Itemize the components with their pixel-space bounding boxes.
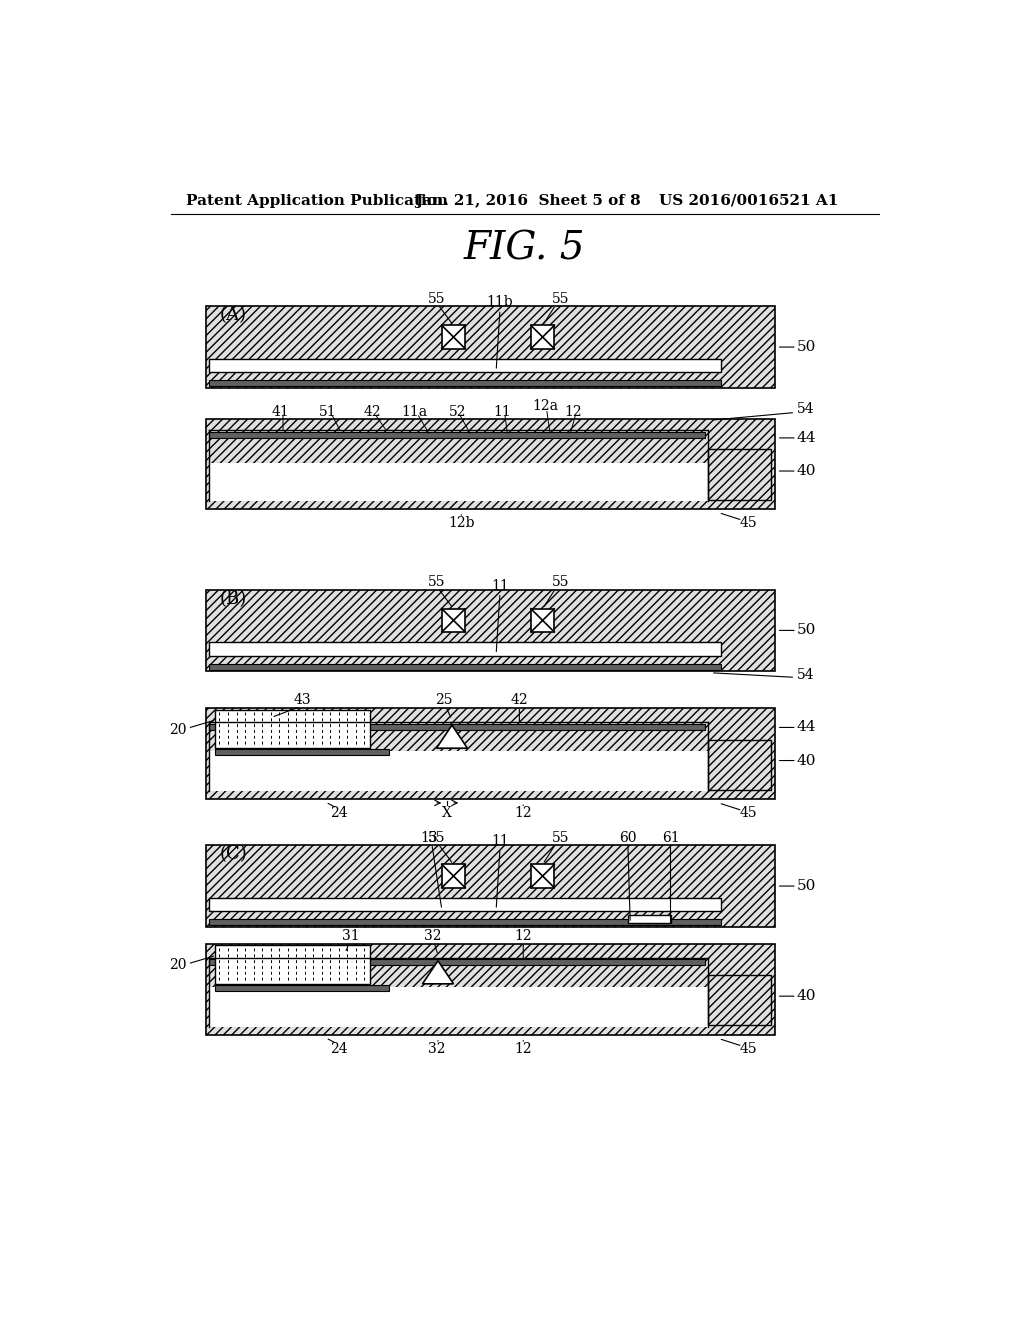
- Text: 40: 40: [797, 754, 816, 767]
- Text: 11b: 11b: [486, 296, 513, 309]
- Bar: [531, 326, 554, 348]
- Bar: [206, 845, 775, 927]
- Text: 12b: 12b: [449, 516, 474, 529]
- Text: 55: 55: [552, 576, 569, 589]
- Text: 11a: 11a: [401, 405, 428, 418]
- Polygon shape: [423, 961, 454, 983]
- Text: FIG. 5: FIG. 5: [464, 231, 586, 268]
- Bar: [708, 739, 771, 789]
- Text: 42: 42: [364, 405, 381, 418]
- Bar: [209, 960, 706, 965]
- Bar: [531, 609, 554, 632]
- Text: 40: 40: [797, 989, 816, 1003]
- Text: 12: 12: [514, 929, 532, 942]
- Bar: [209, 987, 710, 1027]
- Bar: [215, 748, 389, 755]
- Bar: [209, 664, 721, 669]
- Bar: [215, 985, 389, 991]
- Bar: [708, 975, 771, 1026]
- Bar: [209, 380, 721, 387]
- Text: 44: 44: [797, 430, 816, 445]
- Bar: [206, 590, 775, 671]
- Text: 11: 11: [492, 578, 509, 593]
- Bar: [442, 326, 465, 348]
- Text: 40: 40: [797, 465, 816, 478]
- Text: 42: 42: [511, 693, 528, 708]
- Text: 54: 54: [797, 668, 814, 682]
- Bar: [209, 432, 706, 438]
- Bar: [206, 306, 775, 388]
- Bar: [708, 449, 771, 499]
- Text: 11: 11: [492, 834, 509, 849]
- Bar: [206, 418, 775, 508]
- Text: 12a: 12a: [531, 399, 558, 413]
- Text: 50: 50: [797, 623, 816, 638]
- Text: 25: 25: [435, 693, 453, 708]
- Text: 32: 32: [424, 929, 441, 942]
- Bar: [215, 710, 370, 748]
- Bar: [531, 865, 554, 887]
- Text: 51: 51: [319, 405, 337, 418]
- Text: 45: 45: [739, 516, 757, 529]
- Bar: [442, 865, 465, 887]
- Text: 45: 45: [739, 807, 757, 820]
- Bar: [209, 898, 721, 911]
- Text: 12: 12: [514, 1041, 532, 1056]
- Bar: [209, 919, 721, 925]
- Text: (B): (B): [219, 590, 247, 607]
- Text: 44: 44: [797, 721, 816, 734]
- Polygon shape: [436, 725, 467, 748]
- Text: 24: 24: [330, 1041, 347, 1056]
- Text: 41: 41: [271, 405, 290, 418]
- Bar: [209, 723, 706, 730]
- Text: X: X: [442, 807, 453, 820]
- Text: 45: 45: [739, 1041, 757, 1056]
- Text: 31: 31: [342, 929, 360, 942]
- Text: 55: 55: [428, 576, 445, 589]
- Text: 12: 12: [565, 405, 583, 418]
- Text: 52: 52: [449, 405, 466, 418]
- Text: (C): (C): [219, 846, 247, 863]
- Bar: [209, 642, 721, 656]
- Text: 55: 55: [428, 292, 445, 305]
- Bar: [209, 751, 710, 792]
- Text: 50: 50: [797, 341, 816, 354]
- Bar: [206, 708, 775, 799]
- Text: 60: 60: [620, 830, 637, 845]
- Text: 12: 12: [514, 807, 532, 820]
- Text: 20: 20: [169, 958, 186, 973]
- Text: US 2016/0016521 A1: US 2016/0016521 A1: [658, 194, 839, 207]
- Text: (A): (A): [219, 306, 247, 325]
- Text: 13: 13: [420, 830, 437, 845]
- Text: 55: 55: [552, 292, 569, 305]
- Bar: [442, 609, 465, 632]
- Bar: [209, 462, 710, 502]
- Bar: [628, 915, 671, 923]
- Text: 61: 61: [662, 830, 679, 845]
- Text: 50: 50: [797, 879, 816, 894]
- Bar: [215, 945, 370, 983]
- Text: 54: 54: [797, 403, 814, 416]
- Text: 55: 55: [428, 830, 445, 845]
- Text: 55: 55: [552, 830, 569, 845]
- Text: 11: 11: [494, 405, 511, 418]
- Text: Jan. 21, 2016  Sheet 5 of 8: Jan. 21, 2016 Sheet 5 of 8: [415, 194, 640, 207]
- Bar: [209, 359, 721, 372]
- Text: 20: 20: [169, 723, 186, 737]
- Bar: [206, 944, 775, 1035]
- Text: 32: 32: [428, 1041, 445, 1056]
- Text: Patent Application Publication: Patent Application Publication: [186, 194, 449, 207]
- Text: 24: 24: [330, 807, 347, 820]
- Text: 43: 43: [294, 693, 311, 708]
